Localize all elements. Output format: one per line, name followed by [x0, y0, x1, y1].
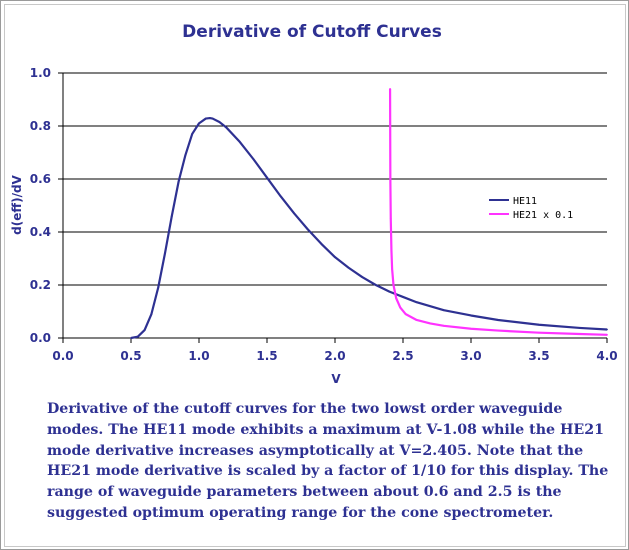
point-he11-27	[388, 290, 391, 293]
axes	[62, 73, 607, 339]
legend-label-he11: HE11	[513, 196, 537, 207]
x-tick-label-1: 0.5	[120, 349, 141, 363]
point-he11-10	[198, 122, 200, 125]
y-tick-label-1: 0.2	[30, 278, 51, 292]
point-he21-x-0-1-2	[389, 217, 392, 220]
y-tick-label-4: 0.8	[30, 119, 51, 133]
x-tick-label-4: 2.0	[324, 349, 345, 363]
point-he21-x-0-1-14	[538, 331, 540, 334]
legend-label-he21: HE21 x 0.1	[513, 210, 573, 221]
point-he21-x-0-1-1	[389, 178, 392, 180]
point-he11-4	[157, 286, 160, 289]
x-tick-label-2: 1.0	[188, 349, 209, 363]
legend: HE11 HE21 x 0.1	[489, 196, 573, 221]
point-he11-34	[578, 327, 581, 329]
point-he11-0	[130, 337, 132, 339]
point-he11-31	[470, 314, 472, 317]
point-he11-12	[208, 117, 211, 119]
point-he21-x-0-1-6	[395, 297, 398, 300]
point-he21-x-0-1-0	[389, 88, 391, 90]
y-axis-label: d(eff)/dV	[10, 174, 24, 234]
point-he11-9	[191, 133, 194, 135]
grid-lines	[58, 72, 608, 343]
x-tick-label-0: 0.0	[52, 349, 73, 363]
x-axis-label: V	[331, 372, 341, 386]
y-tick-label-0: 0.0	[30, 331, 51, 345]
point-he11-11	[204, 117, 207, 120]
point-he21-x-0-1-15	[578, 333, 581, 335]
point-he11-13	[211, 117, 214, 120]
point-he11-32	[497, 319, 500, 321]
point-he11-30	[442, 309, 445, 312]
point-he11-23	[334, 256, 336, 259]
point-he11-26	[374, 284, 377, 286]
point-he21-x-0-1-4	[391, 268, 394, 270]
y-tick-labels: 0.0 0.2 0.4 0.6 0.8 1.0	[30, 66, 51, 345]
point-he21-x-0-1-7	[399, 306, 402, 309]
point-he11-8	[184, 154, 187, 157]
chart: Derivative of Cutoff Curves d(eff)/dV V …	[10, 22, 618, 386]
point-he21-x-0-1-5	[392, 284, 395, 286]
point-he11-22	[320, 243, 323, 245]
figure-inner-border	[4, 4, 626, 547]
point-he11-14	[218, 121, 221, 123]
point-he21-x-0-1-10	[429, 322, 432, 325]
series-line-he11	[130, 116, 608, 340]
x-tick-label-3: 1.5	[256, 349, 277, 363]
point-he11-35	[606, 328, 608, 331]
point-he11-7	[177, 180, 180, 183]
point-he11-1	[136, 335, 139, 338]
x-tick-label-5: 2.5	[392, 349, 413, 363]
point-he11-19	[279, 195, 282, 198]
point-he11-20	[293, 212, 296, 215]
point-he11-17	[252, 158, 255, 161]
figure-caption: Derivative of the cutoff curves for the …	[47, 401, 609, 521]
point-he11-28	[402, 296, 404, 298]
point-he21-x-0-1-8	[404, 313, 407, 316]
x-tick-labels: 0.0 0.5 1.0 1.5 2.0 2.5 3.0 3.5 4.0	[52, 349, 617, 363]
y-tick-label-3: 0.6	[30, 172, 51, 186]
point-he21-x-0-1-3	[390, 249, 393, 252]
point-he11-15	[225, 126, 228, 129]
point-he11-25	[361, 276, 364, 278]
point-he21-x-0-1-12	[470, 327, 472, 330]
point-he11-18	[266, 176, 268, 179]
point-he11-21	[306, 228, 309, 231]
x-tick-label-6: 3.0	[460, 349, 481, 363]
chart-title: Derivative of Cutoff Curves	[182, 22, 442, 42]
point-he11-24	[347, 266, 350, 269]
y-tick-label-5: 1.0	[30, 66, 51, 80]
point-he11-3	[150, 313, 153, 316]
x-tick-label-8: 4.0	[596, 349, 617, 363]
point-he11-5	[164, 252, 166, 255]
point-he11-2	[143, 329, 146, 331]
x-tick-label-7: 3.5	[528, 349, 549, 363]
point-he21-x-0-1-16	[606, 333, 608, 336]
point-he11-29	[415, 301, 418, 304]
y-tick-label-2: 0.4	[30, 225, 51, 239]
point-he21-x-0-1-13	[497, 329, 500, 332]
point-he11-33	[538, 323, 540, 326]
point-he21-x-0-1-9	[415, 319, 418, 321]
point-he11-6	[170, 215, 173, 218]
series-lines	[130, 88, 608, 340]
point-he11-16	[238, 141, 241, 143]
point-he21-x-0-1-11	[442, 324, 445, 327]
